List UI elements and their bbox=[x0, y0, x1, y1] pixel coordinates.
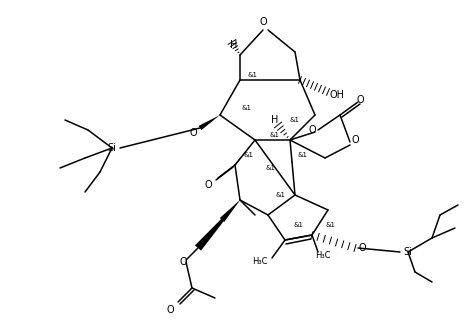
Text: O: O bbox=[351, 135, 359, 145]
Text: H: H bbox=[271, 115, 278, 125]
Text: &1: &1 bbox=[297, 152, 307, 158]
Text: &1: &1 bbox=[325, 222, 335, 228]
Polygon shape bbox=[234, 140, 255, 165]
Text: &1: &1 bbox=[248, 72, 258, 78]
Text: Si: Si bbox=[403, 247, 412, 257]
Text: O: O bbox=[166, 305, 174, 315]
Text: O: O bbox=[179, 257, 187, 267]
Text: O: O bbox=[358, 243, 366, 253]
Text: O: O bbox=[356, 95, 364, 105]
Text: O: O bbox=[204, 180, 212, 190]
Text: &1: &1 bbox=[270, 132, 280, 138]
Text: H₃C: H₃C bbox=[315, 250, 330, 259]
Text: H: H bbox=[230, 40, 238, 50]
Text: &1: &1 bbox=[290, 117, 300, 123]
Polygon shape bbox=[220, 200, 240, 222]
Text: &1: &1 bbox=[242, 105, 252, 111]
Text: &1: &1 bbox=[275, 192, 285, 198]
Text: H₃C: H₃C bbox=[253, 257, 268, 267]
Text: &1: &1 bbox=[265, 165, 275, 171]
Text: O: O bbox=[259, 17, 267, 27]
Polygon shape bbox=[198, 115, 220, 130]
Text: O: O bbox=[189, 128, 197, 138]
Text: Si: Si bbox=[108, 143, 117, 153]
Text: &1: &1 bbox=[243, 152, 253, 158]
Text: OH: OH bbox=[330, 90, 345, 100]
Text: &1: &1 bbox=[293, 222, 303, 228]
Polygon shape bbox=[195, 200, 240, 250]
Text: O: O bbox=[308, 125, 316, 135]
